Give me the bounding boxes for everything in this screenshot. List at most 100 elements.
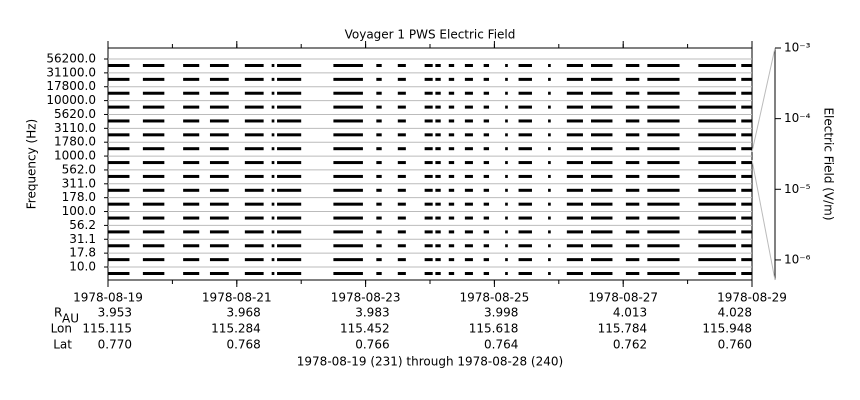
- data-segment: [435, 188, 441, 192]
- data-segment: [741, 105, 752, 109]
- data-segment: [108, 174, 130, 178]
- data-segment: [142, 188, 165, 192]
- data-segment: [244, 244, 264, 248]
- data-segment: [505, 188, 508, 192]
- data-segment: [548, 147, 551, 151]
- data-segment: [647, 202, 680, 206]
- data-segment: [435, 216, 441, 220]
- data-segment: [183, 91, 200, 95]
- data-segment: [333, 272, 363, 275]
- data-segment: [277, 244, 302, 248]
- data-segment: [566, 91, 583, 95]
- data-segment: [277, 77, 302, 81]
- data-segment: [741, 258, 752, 262]
- data-segment: [271, 161, 275, 165]
- data-segment: [483, 77, 490, 81]
- data-segment: [518, 91, 532, 95]
- data-segment: [108, 91, 130, 95]
- data-segment: [548, 133, 551, 137]
- data-segment: [277, 64, 302, 67]
- data-segment: [142, 244, 165, 248]
- data-segment: [376, 77, 382, 81]
- x-tick-label: 1978-08-21: [202, 291, 272, 305]
- data-segment: [142, 202, 165, 206]
- data-segment: [397, 202, 406, 206]
- data-segment: [625, 105, 640, 109]
- data-segment: [271, 244, 275, 248]
- data-segment: [483, 119, 490, 123]
- data-segment: [424, 105, 433, 109]
- data-segment: [518, 174, 532, 178]
- data-segment: [209, 272, 229, 275]
- ephemeris-value: 0.760: [718, 338, 752, 352]
- data-segment: [591, 188, 613, 192]
- data-segment: [698, 77, 736, 81]
- data-segment: [142, 258, 165, 262]
- data-segment: [505, 272, 508, 275]
- data-segment: [647, 216, 680, 220]
- ephemeris-value: 0.764: [484, 338, 518, 352]
- data-segment: [277, 147, 302, 151]
- data-segment: [698, 230, 736, 234]
- y-tick-label: 10.0: [69, 260, 96, 274]
- data-segment: [435, 133, 441, 137]
- data-segment: [625, 244, 640, 248]
- data-segment: [244, 105, 264, 109]
- y-tick-label: 3110.0: [54, 121, 96, 135]
- x-tick-label: 1978-08-27: [588, 291, 658, 305]
- y2-tick-label: 10⁻⁵: [784, 182, 811, 196]
- data-segment: [209, 105, 229, 109]
- data-segment: [376, 64, 382, 67]
- data-segment: [566, 272, 583, 275]
- data-segment: [591, 147, 613, 151]
- data-segment: [435, 230, 441, 234]
- y-tick-label: 1780.0: [54, 135, 96, 149]
- data-segment: [142, 174, 165, 178]
- data-segment: [566, 77, 583, 81]
- data-segment: [376, 188, 382, 192]
- data-segment: [333, 244, 363, 248]
- data-segment: [741, 230, 752, 234]
- data-segment: [271, 202, 275, 206]
- data-segment: [448, 188, 455, 192]
- data-segment: [142, 77, 165, 81]
- data-segment: [548, 188, 551, 192]
- data-segment: [183, 161, 200, 165]
- data-segment: [108, 258, 130, 262]
- data-segment: [108, 244, 130, 248]
- data-segment: [333, 258, 363, 262]
- y-tick-label: 100.0: [62, 204, 96, 218]
- data-segment: [698, 91, 736, 95]
- data-segment: [741, 147, 752, 151]
- y-tick-label: 5620.0: [54, 107, 96, 121]
- ephemeris-value: 0.770: [98, 338, 132, 352]
- data-segment: [244, 174, 264, 178]
- data-segment: [424, 258, 433, 262]
- data-segment: [108, 188, 130, 192]
- data-segment: [518, 147, 532, 151]
- y-tick-label: 17.8: [69, 246, 96, 260]
- data-segment: [625, 272, 640, 275]
- data-segment: [698, 188, 736, 192]
- data-segment: [435, 202, 441, 206]
- data-segment: [505, 174, 508, 178]
- data-segment: [518, 119, 532, 123]
- data-segment: [448, 244, 455, 248]
- data-segment: [209, 244, 229, 248]
- data-segment: [108, 230, 130, 234]
- data-segment: [625, 91, 640, 95]
- data-segment: [142, 119, 165, 123]
- data-segment: [271, 272, 275, 275]
- data-segment: [548, 258, 551, 262]
- data-segment: [435, 147, 441, 151]
- data-segment: [505, 244, 508, 248]
- data-segment: [108, 105, 130, 109]
- data-segment: [435, 174, 441, 178]
- data-segment: [424, 174, 433, 178]
- data-segment: [244, 91, 264, 95]
- ephemeris-label: R: [54, 306, 62, 320]
- data-segment: [483, 64, 490, 67]
- data-segment: [698, 105, 736, 109]
- data-segment: [333, 133, 363, 137]
- data-segment: [333, 188, 363, 192]
